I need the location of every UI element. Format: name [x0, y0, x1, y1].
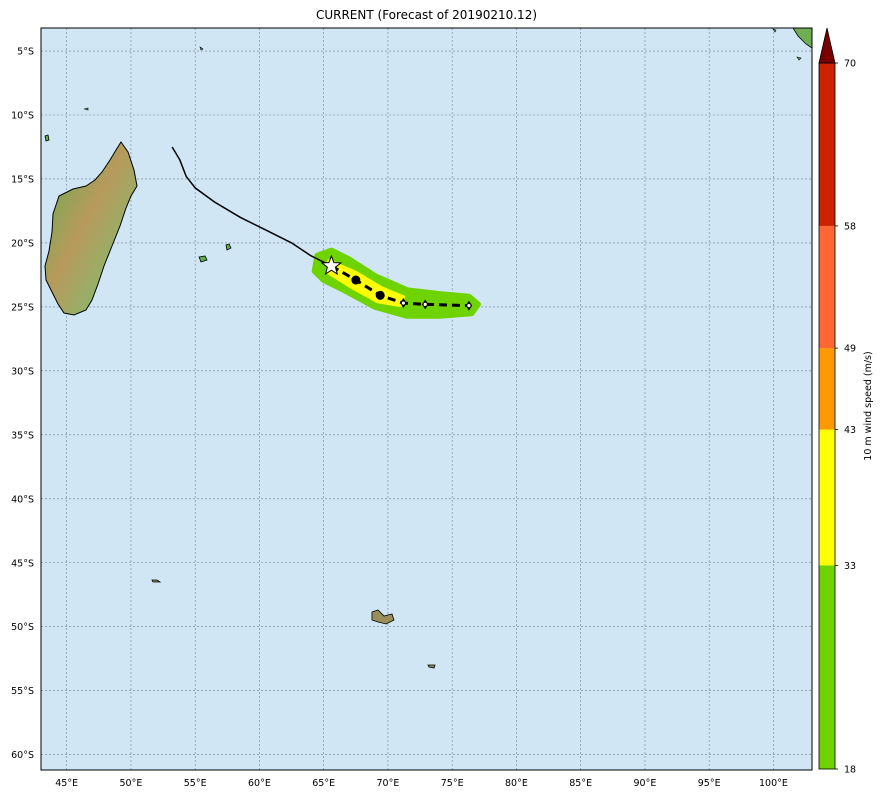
colorbar-tick-label: 70: [844, 59, 856, 70]
forecast-point-center: [423, 302, 427, 306]
colorbar-extend-arrow: [818, 27, 836, 64]
wind-swath-33ms: [311, 247, 481, 319]
lat-tick-label: 55°S: [11, 686, 34, 697]
observed-track-line: [171, 146, 332, 267]
lon-tick-label: 50°E: [120, 778, 143, 789]
colorbar-segment: [819, 565, 835, 769]
forecast-point-center: [467, 304, 471, 308]
madagascar: [44, 141, 138, 316]
colorbar-segment: [819, 348, 835, 430]
colorbar-tick-label: 33: [844, 561, 856, 572]
cyclone-track: [171, 146, 481, 319]
colorbar-segment: [819, 429, 835, 566]
landmasses: [44, 28, 812, 669]
lat-tick-label: 10°S: [11, 110, 34, 121]
colorbar-tick-label: 18: [844, 765, 856, 776]
forecast-points: [351, 275, 473, 311]
lon-tick-label: 100°E: [759, 778, 788, 789]
crozet-islands: [151, 579, 162, 583]
lat-tick-label: 5°S: [17, 47, 34, 58]
lat-tick-label: 60°S: [11, 750, 34, 761]
colorbar-tick-label: 43: [844, 425, 856, 436]
lon-tick-label: 70°E: [377, 778, 400, 789]
wind-speed-colorbar: 18 33 43 49 58 70 10 m wind speed (m/s): [818, 27, 874, 776]
small-islet: [199, 46, 204, 51]
lon-tick-label: 65°E: [312, 778, 335, 789]
lon-tick-label: 85°E: [569, 778, 592, 789]
graticule: [41, 28, 812, 770]
colorbar-frame: [818, 62, 836, 770]
ocean-background: [41, 28, 812, 770]
reunion-island: [198, 255, 208, 263]
lat-tick-label: 25°S: [11, 302, 34, 313]
colorbar-segment: [819, 225, 835, 349]
lon-tick-label: 60°E: [248, 778, 271, 789]
colorbar-tick-label: 49: [844, 344, 856, 355]
lat-tick-label: 45°S: [11, 558, 34, 569]
colorbar-tick-label: 58: [844, 221, 856, 232]
sumatra-coast: [792, 28, 812, 49]
lat-tick-label: 30°S: [11, 366, 34, 377]
lon-tick-label: 95°E: [698, 778, 721, 789]
current-position-star-icon: [320, 254, 343, 276]
lon-tick-label: 45°E: [55, 778, 78, 789]
lat-tick-label: 40°S: [11, 494, 34, 505]
heard-island: [427, 664, 436, 669]
axis-tick-labels: 45°E 50°E 55°E 60°E 65°E 70°E 75°E 80°E 85°E 90°E…: [11, 47, 788, 789]
map-frame: [40, 27, 813, 771]
mauritius-island: [225, 243, 232, 251]
small-islet: [83, 107, 89, 111]
forecast-point-filled: [375, 290, 385, 300]
comoros-island: [44, 134, 50, 142]
map-title: CURRENT (Forecast of 20190210.12): [315, 8, 538, 22]
lon-tick-label: 80°E: [505, 778, 528, 789]
lat-tick-label: 20°S: [11, 238, 34, 249]
kerguelen-islands: [371, 609, 395, 625]
lon-tick-label: 75°E: [441, 778, 464, 789]
lat-tick-label: 50°S: [11, 622, 34, 633]
forecast-track-line: [330, 264, 469, 308]
small-islet: [796, 56, 802, 61]
lon-tick-label: 55°E: [184, 778, 207, 789]
lon-tick-label: 90°E: [634, 778, 657, 789]
colorbar-segment: [819, 63, 835, 226]
lat-tick-label: 15°S: [11, 174, 34, 185]
small-islet: [772, 28, 777, 33]
forecast-point-filled: [351, 275, 361, 285]
colorbar-label: 10 m wind speed (m/s): [863, 351, 874, 460]
forecast-point-center: [401, 301, 405, 305]
lat-tick-label: 35°S: [11, 430, 34, 441]
